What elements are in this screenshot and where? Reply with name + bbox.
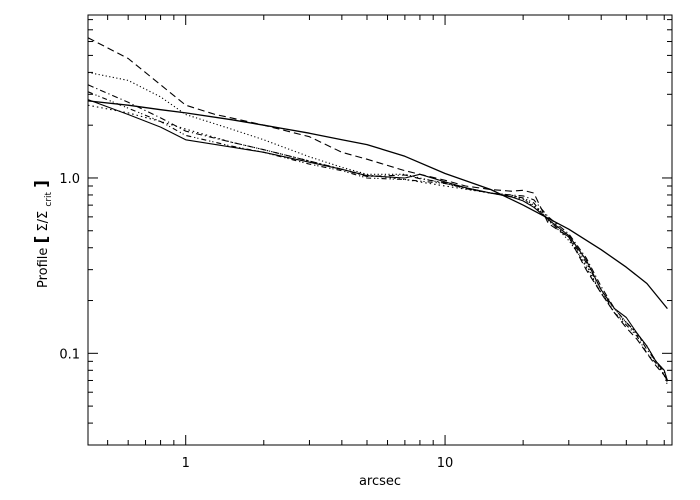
y-tick-label: 1.0 <box>59 172 80 187</box>
y-axis-title: Profile [ Σ/Σ crit ] <box>32 180 55 288</box>
plot-frame <box>87 14 673 446</box>
series-layer <box>87 37 668 386</box>
series-5-line <box>87 84 668 383</box>
y-tick-label: 0.1 <box>59 347 80 362</box>
tick-labels-layer: 1 10 0.1 1.0 <box>59 172 453 471</box>
series-6-line <box>87 91 668 386</box>
y-axis-title-subscript: crit <box>44 191 54 206</box>
series-1-line <box>87 100 668 310</box>
x-tick-label: 10 <box>437 456 454 471</box>
x-tick-label: 1 <box>182 456 190 471</box>
series-4-line <box>87 71 668 381</box>
y-axis-title-bracket-open: [ <box>32 236 52 244</box>
series-2-line <box>87 99 668 381</box>
series-7-line <box>87 104 668 381</box>
series-3-line <box>87 37 668 381</box>
y-axis-title-prefix: Profile <box>36 243 51 288</box>
ticks-layer <box>88 15 672 446</box>
y-axis-title-ratio: Σ/Σ <box>36 211 51 232</box>
y-axis-title-bracket-close: ] <box>32 180 52 188</box>
x-axis-title: arcsec <box>359 474 401 489</box>
